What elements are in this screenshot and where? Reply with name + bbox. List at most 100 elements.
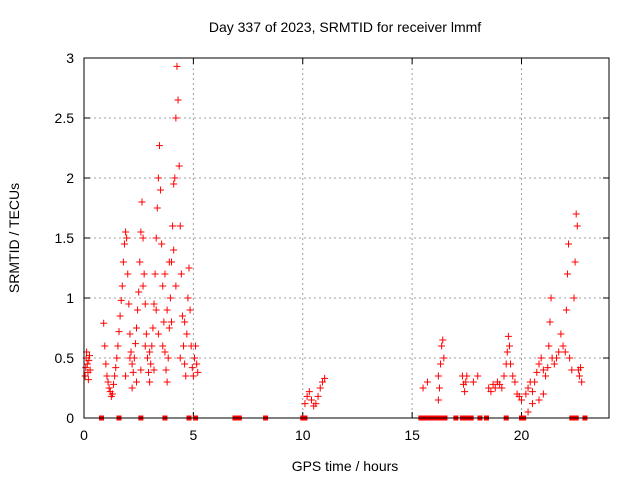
data-point: [192, 342, 200, 350]
data-point: [142, 330, 150, 338]
data-point: [86, 366, 94, 374]
data-point: [474, 372, 482, 380]
data-point: [124, 270, 132, 278]
data-point: [128, 384, 136, 392]
data-point: [531, 378, 539, 386]
data-point: [434, 372, 442, 380]
data-point: [544, 364, 552, 372]
data-point: [321, 374, 329, 382]
data-point: [145, 368, 153, 376]
data-point: [119, 258, 127, 266]
data-point: [305, 388, 313, 396]
y-tick-label: 3: [66, 50, 74, 66]
y-tick-label: 0.5: [55, 350, 75, 366]
data-point: [545, 342, 553, 350]
data-point: [555, 348, 563, 356]
data-point: [539, 366, 547, 374]
data-point: [140, 270, 148, 278]
data-point: [151, 270, 159, 278]
data-point: [165, 324, 173, 332]
data-point: [435, 384, 443, 392]
data-point: [122, 228, 130, 236]
data-point: [528, 388, 536, 396]
data-point: [537, 354, 545, 362]
data-point: [163, 378, 171, 386]
y-tick-label: 0: [66, 410, 74, 426]
data-point: [539, 390, 547, 398]
data-point: [141, 342, 149, 350]
data-point: [158, 240, 166, 248]
data-point: [559, 342, 567, 350]
data-point: [157, 186, 165, 194]
data-point: [160, 318, 168, 326]
data-point: [509, 372, 517, 380]
data-point: [496, 380, 504, 388]
data-point: [184, 294, 192, 302]
data-point: [511, 378, 519, 386]
data-point: [312, 400, 320, 408]
data-point: [485, 384, 493, 392]
data-point: [550, 360, 558, 368]
data-point: [194, 368, 202, 376]
data-point: [522, 390, 530, 398]
data-point: [159, 342, 167, 350]
data-point: [155, 142, 163, 150]
data-point: [113, 354, 121, 362]
data-point: [154, 330, 162, 338]
data-point: [518, 396, 525, 404]
data-point: [573, 222, 581, 230]
data-point: [112, 364, 120, 372]
data-point: [535, 360, 543, 368]
data-point: [164, 354, 172, 362]
data-point: [505, 342, 513, 350]
data-point: [438, 342, 446, 350]
data-point: [186, 306, 194, 314]
data-point: [498, 384, 506, 392]
data-point: [182, 372, 190, 380]
data-point: [129, 368, 137, 376]
data-point: [141, 300, 149, 308]
data-point: [105, 384, 113, 392]
data-point: [104, 378, 112, 386]
data-point: [188, 364, 196, 372]
data-point: [114, 342, 122, 350]
data-point: [139, 282, 147, 290]
data-point: [185, 264, 193, 272]
data-point: [181, 318, 189, 326]
data-points: [81, 62, 588, 421]
data-point: [131, 340, 139, 348]
data-point: [166, 294, 174, 302]
data-point: [461, 388, 469, 396]
data-point: [135, 288, 143, 296]
data-point: [125, 300, 133, 308]
data-point: [154, 174, 162, 182]
data-point: [149, 324, 157, 332]
data-point: [176, 222, 184, 230]
data-point: [462, 378, 470, 386]
data-point: [575, 372, 583, 380]
data-point: [123, 234, 131, 242]
data-point: [563, 270, 571, 278]
data-point: [137, 228, 145, 236]
data-point: [117, 296, 125, 304]
data-point: [133, 378, 140, 386]
data-point: [152, 306, 160, 314]
data-point: [314, 392, 322, 400]
data-point: [183, 330, 191, 338]
grid-lines: [84, 58, 609, 418]
data-point: [178, 312, 186, 320]
x-tick-label: 15: [404, 427, 420, 443]
data-point: [565, 240, 573, 248]
data-point: [190, 354, 198, 362]
data-point: [143, 354, 151, 362]
data-point: [170, 180, 178, 188]
data-point: [111, 372, 119, 380]
data-point: [152, 234, 160, 242]
data-point: [301, 400, 309, 408]
data-point: [127, 348, 135, 356]
data-point: [146, 378, 154, 386]
y-tick-label: 2: [66, 170, 74, 186]
data-point: [126, 354, 134, 362]
data-point: [161, 348, 169, 356]
